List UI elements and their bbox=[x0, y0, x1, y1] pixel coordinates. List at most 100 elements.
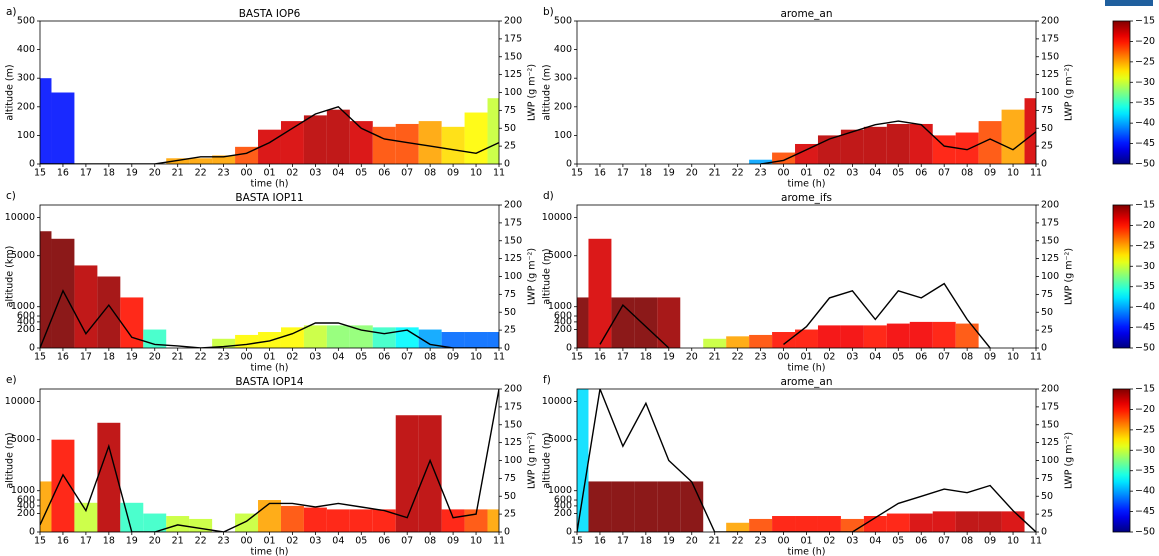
colorbar-tick-label: −15 bbox=[1135, 384, 1155, 395]
cloud-column bbox=[886, 123, 910, 164]
x-tick-label: 21 bbox=[172, 536, 184, 547]
x-tick-label: 10 bbox=[470, 168, 482, 179]
plot-area bbox=[577, 238, 991, 348]
y-tick-label: 400 bbox=[554, 44, 572, 55]
x-tick-label: 07 bbox=[938, 352, 950, 363]
y-tick-label: 5000 bbox=[11, 434, 35, 445]
plot-area bbox=[749, 98, 1036, 164]
x-tick-label: 02 bbox=[286, 168, 298, 179]
cloud-column bbox=[280, 505, 304, 532]
x-tick-label: 18 bbox=[103, 536, 115, 547]
y2-tick-label: 50 bbox=[1041, 491, 1053, 502]
x-tick-label: 10 bbox=[1007, 168, 1019, 179]
cloud-column bbox=[886, 323, 910, 348]
x-tick-label: 02 bbox=[286, 536, 298, 547]
cloud-column bbox=[611, 481, 635, 532]
x-tick-label: 07 bbox=[401, 352, 413, 363]
x-tick-label: 08 bbox=[961, 168, 973, 179]
cloud-column bbox=[588, 481, 612, 532]
y-axis-label: altitude (km) bbox=[5, 246, 16, 308]
colorbar-tick-label: −30 bbox=[1135, 261, 1155, 272]
x-tick-label: 17 bbox=[80, 352, 92, 363]
x-axis-label: time (h) bbox=[251, 179, 289, 190]
x-tick-label: 20 bbox=[149, 168, 161, 179]
y-tick-label: 0 bbox=[566, 159, 572, 170]
x-tick-label: 02 bbox=[286, 352, 298, 363]
y-tick-label: 400 bbox=[554, 500, 572, 511]
y2-tick-label: 100 bbox=[1041, 455, 1059, 466]
y-tick-label: 0 bbox=[29, 527, 35, 538]
y-tick-label: 0 bbox=[566, 527, 572, 538]
cloud-column bbox=[680, 481, 704, 532]
plot-area bbox=[577, 389, 1036, 532]
y2-tick-label: 200 bbox=[504, 200, 522, 211]
cloud-column bbox=[726, 522, 750, 532]
x-tick-label: 23 bbox=[218, 536, 230, 547]
lwp-line bbox=[40, 389, 499, 532]
cloud-column bbox=[97, 422, 121, 532]
cloud-column bbox=[487, 509, 499, 532]
x-tick-label: 01 bbox=[800, 352, 812, 363]
cloud-column bbox=[577, 389, 589, 532]
panel-title: arome_ifs bbox=[781, 192, 832, 204]
x-tick-label: 21 bbox=[709, 168, 721, 179]
y-axis-label: altitude (m) bbox=[5, 64, 16, 120]
y-tick-label: 200 bbox=[17, 508, 35, 519]
x-tick-label: 11 bbox=[493, 536, 505, 547]
cloud-column bbox=[303, 325, 327, 348]
cloud-column bbox=[634, 297, 658, 348]
cloud-column bbox=[749, 334, 773, 348]
x-tick-label: 00 bbox=[778, 536, 790, 547]
cloud-column bbox=[840, 129, 864, 164]
x-tick-label: 18 bbox=[640, 352, 652, 363]
cloud-column bbox=[749, 159, 773, 164]
y2-tick-label: 150 bbox=[504, 419, 522, 430]
colorbar-tick-label: −30 bbox=[1135, 445, 1155, 456]
y2-tick-label: 50 bbox=[1041, 307, 1053, 318]
cloud-column bbox=[487, 332, 499, 348]
x-tick-label: 18 bbox=[640, 168, 652, 179]
lwp-line bbox=[40, 106, 499, 164]
y2-tick-label: 50 bbox=[504, 123, 516, 134]
y2-tick-label: 200 bbox=[1041, 200, 1059, 211]
cloud-column bbox=[74, 265, 98, 348]
y2-tick-label: 25 bbox=[1041, 325, 1053, 336]
y2-tick-label: 25 bbox=[1041, 509, 1053, 520]
y2-tick-label: 0 bbox=[1041, 159, 1047, 170]
cloud-column bbox=[40, 78, 52, 164]
x-tick-label: 05 bbox=[355, 536, 367, 547]
cloud-column bbox=[40, 481, 52, 532]
x-tick-label: 23 bbox=[218, 352, 230, 363]
y2-tick-label: 0 bbox=[504, 159, 510, 170]
cloud-column bbox=[235, 334, 259, 348]
y2-axis-label: LWP (g m⁻²) bbox=[527, 432, 538, 489]
cloud-column bbox=[51, 92, 75, 164]
cloud-column bbox=[932, 135, 956, 164]
x-tick-label: 10 bbox=[1007, 352, 1019, 363]
x-tick-label: 01 bbox=[263, 536, 275, 547]
cloud-column bbox=[189, 158, 213, 164]
panel-title: BASTA IOP6 bbox=[239, 8, 301, 20]
colorbar-tick-label: −25 bbox=[1135, 424, 1155, 435]
y2-tick-label: 125 bbox=[504, 69, 522, 80]
x-tick-label: 01 bbox=[263, 168, 275, 179]
x-axis-label: time (h) bbox=[788, 179, 826, 190]
cloud-column bbox=[349, 325, 373, 348]
y-tick-label: 1000 bbox=[548, 301, 572, 312]
cloud-column bbox=[120, 297, 144, 348]
cloud-column bbox=[978, 121, 1002, 164]
cloud-column bbox=[464, 112, 488, 164]
y2-tick-label: 150 bbox=[504, 235, 522, 246]
y2-tick-label: 0 bbox=[1041, 343, 1047, 354]
y-tick-label: 5000 bbox=[548, 250, 572, 261]
x-tick-label: 00 bbox=[241, 352, 253, 363]
y2-tick-label: 50 bbox=[504, 307, 516, 318]
x-tick-label: 03 bbox=[309, 536, 321, 547]
cloud-column bbox=[441, 126, 465, 164]
x-tick-label: 19 bbox=[663, 352, 675, 363]
y2-tick-label: 125 bbox=[504, 437, 522, 448]
panel-title: BASTA IOP14 bbox=[235, 376, 304, 388]
x-tick-label: 17 bbox=[80, 168, 92, 179]
x-tick-label: 20 bbox=[686, 536, 698, 547]
cloud-column bbox=[120, 502, 144, 532]
